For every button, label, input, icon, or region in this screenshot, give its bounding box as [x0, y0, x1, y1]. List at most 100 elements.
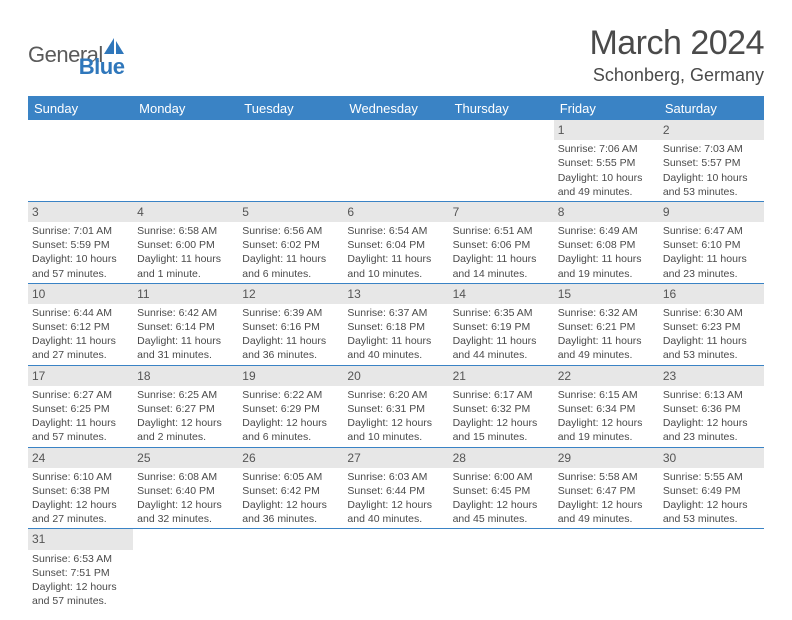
day-line: and 53 minutes. — [663, 185, 760, 199]
day-line: Sunrise: 6:37 AM — [347, 306, 444, 320]
location: Schonberg, Germany — [589, 65, 764, 86]
day-content: 17Sunrise: 6:27 AMSunset: 6:25 PMDayligh… — [28, 366, 133, 447]
day-number: 15 — [554, 284, 659, 304]
day-line: Sunset: 6:47 PM — [558, 484, 655, 498]
day-content: 20Sunrise: 6:20 AMSunset: 6:31 PMDayligh… — [343, 366, 448, 447]
day-content: 12Sunrise: 6:39 AMSunset: 6:16 PMDayligh… — [238, 284, 343, 365]
day-line: Sunrise: 6:15 AM — [558, 388, 655, 402]
day-content: 3Sunrise: 7:01 AMSunset: 5:59 PMDaylight… — [28, 202, 133, 283]
day-line: Daylight: 11 hours — [32, 334, 129, 348]
day-line: and 45 minutes. — [453, 512, 550, 526]
day-number: 6 — [343, 202, 448, 222]
day-line: Daylight: 11 hours — [453, 252, 550, 266]
calendar-row: 24Sunrise: 6:10 AMSunset: 6:38 PMDayligh… — [28, 447, 764, 529]
day-line: Daylight: 10 hours — [663, 171, 760, 185]
weekday-header: Saturday — [659, 96, 764, 120]
day-line: Daylight: 12 hours — [453, 498, 550, 512]
day-line: Sunrise: 6:10 AM — [32, 470, 129, 484]
day-line: Sunrise: 7:06 AM — [558, 142, 655, 156]
day-number: 24 — [28, 448, 133, 468]
day-line: and 44 minutes. — [453, 348, 550, 362]
day-line: and 40 minutes. — [347, 348, 444, 362]
day-line: Sunrise: 6:22 AM — [242, 388, 339, 402]
header: General Blue March 2024 Schonberg, Germa… — [28, 24, 764, 86]
day-line: Sunset: 6:34 PM — [558, 402, 655, 416]
day-content: 7Sunrise: 6:51 AMSunset: 6:06 PMDaylight… — [449, 202, 554, 283]
calendar-cell: 24 Sunrise: 6:10 AMSunset: 6:38 PMDayligh… — [28, 447, 133, 529]
day-line: Daylight: 12 hours — [137, 498, 234, 512]
day-line: and 27 minutes. — [32, 348, 129, 362]
day-number: 30 — [659, 448, 764, 468]
calendar-cell: 29Sunrise: 5:58 AMSunset: 6:47 PMDayligh… — [554, 447, 659, 529]
day-line: Sunrise: 6:27 AM — [32, 388, 129, 402]
day-line: Sunset: 6:40 PM — [137, 484, 234, 498]
day-number: 25 — [133, 448, 238, 468]
calendar-cell: 16Sunrise: 6:30 AMSunset: 6:23 PMDayligh… — [659, 283, 764, 365]
day-line: Sunrise: 6:47 AM — [663, 224, 760, 238]
calendar-cell: 9Sunrise: 6:47 AMSunset: 6:10 PMDaylight… — [659, 201, 764, 283]
day-line: Sunset: 6:27 PM — [137, 402, 234, 416]
day-content: 21Sunrise: 6:17 AMSunset: 6:32 PMDayligh… — [449, 366, 554, 447]
day-line: Daylight: 11 hours — [453, 334, 550, 348]
calendar-cell: 2Sunrise: 7:03 AMSunset: 5:57 PMDaylight… — [659, 120, 764, 201]
day-line: Sunset: 6:21 PM — [558, 320, 655, 334]
day-line: Sunrise: 6:35 AM — [453, 306, 550, 320]
day-line: Sunset: 6:02 PM — [242, 238, 339, 252]
day-content: 31Sunrise: 6:53 AMSunset: 7:51 PMDayligh… — [28, 529, 133, 610]
day-line: Sunrise: 6:08 AM — [137, 470, 234, 484]
calendar-cell: 31Sunrise: 6:53 AMSunset: 7:51 PMDayligh… — [28, 529, 133, 610]
day-number: 22 — [554, 366, 659, 386]
day-line: and 49 minutes. — [558, 185, 655, 199]
day-content: 30Sunrise: 5:55 AMSunset: 6:49 PMDayligh… — [659, 448, 764, 529]
day-content: 28Sunrise: 6:00 AMSunset: 6:45 PMDayligh… — [449, 448, 554, 529]
day-line: Sunset: 6:12 PM — [32, 320, 129, 334]
calendar-cell — [133, 120, 238, 201]
day-line: and 10 minutes. — [347, 430, 444, 444]
day-line: Sunrise: 6:58 AM — [137, 224, 234, 238]
day-content: 14Sunrise: 6:35 AMSunset: 6:19 PMDayligh… — [449, 284, 554, 365]
calendar-cell: 23Sunrise: 6:13 AMSunset: 6:36 PMDayligh… — [659, 365, 764, 447]
day-line: Daylight: 12 hours — [137, 416, 234, 430]
day-number: 1 — [554, 120, 659, 140]
calendar-cell: 11Sunrise: 6:42 AMSunset: 6:14 PMDayligh… — [133, 283, 238, 365]
day-content: 27Sunrise: 6:03 AMSunset: 6:44 PMDayligh… — [343, 448, 448, 529]
calendar-cell: 30Sunrise: 5:55 AMSunset: 6:49 PMDayligh… — [659, 447, 764, 529]
calendar-cell — [238, 529, 343, 610]
calendar-cell: 6Sunrise: 6:54 AMSunset: 6:04 PMDaylight… — [343, 201, 448, 283]
calendar-cell: 22 Sunrise: 6:15 AMSunset: 6:34 PMDayligh… — [554, 365, 659, 447]
day-content: 19Sunrise: 6:22 AMSunset: 6:29 PMDayligh… — [238, 366, 343, 447]
day-number: 5 — [238, 202, 343, 222]
day-line: Sunset: 5:55 PM — [558, 156, 655, 170]
day-line: Sunrise: 6:51 AM — [453, 224, 550, 238]
weekday-header: Wednesday — [343, 96, 448, 120]
day-number: 12 — [238, 284, 343, 304]
day-line: Sunrise: 6:44 AM — [32, 306, 129, 320]
day-line: and 57 minutes. — [32, 267, 129, 281]
day-line: Daylight: 12 hours — [32, 498, 129, 512]
day-line: and 10 minutes. — [347, 267, 444, 281]
calendar-cell — [659, 529, 764, 610]
calendar-cell — [449, 120, 554, 201]
day-line: Daylight: 12 hours — [558, 416, 655, 430]
weekday-header: Thursday — [449, 96, 554, 120]
calendar-cell: 14Sunrise: 6:35 AMSunset: 6:19 PMDayligh… — [449, 283, 554, 365]
day-line: and 57 minutes. — [32, 430, 129, 444]
calendar-cell: 12Sunrise: 6:39 AMSunset: 6:16 PMDayligh… — [238, 283, 343, 365]
day-line: and 27 minutes. — [32, 512, 129, 526]
calendar-row: 1 Sunrise: 7:06 AMSunset: 5:55 PM Daylight… — [28, 120, 764, 201]
day-content: 22 Sunrise: 6:15 AMSunset: 6:34 PMDayligh… — [554, 366, 659, 447]
day-content: 16Sunrise: 6:30 AMSunset: 6:23 PMDayligh… — [659, 284, 764, 365]
day-line: and 23 minutes. — [663, 430, 760, 444]
day-line: Sunset: 6:06 PM — [453, 238, 550, 252]
day-number: 4 — [133, 202, 238, 222]
calendar-cell: 28Sunrise: 6:00 AMSunset: 6:45 PMDayligh… — [449, 447, 554, 529]
day-number: 2 — [659, 120, 764, 140]
logo-text-blue: Blue — [79, 54, 125, 80]
day-line: and 53 minutes. — [663, 348, 760, 362]
day-line: Sunset: 6:18 PM — [347, 320, 444, 334]
day-line: Sunset: 6:49 PM — [663, 484, 760, 498]
day-line: Daylight: 10 hours — [32, 252, 129, 266]
day-line: Sunset: 6:38 PM — [32, 484, 129, 498]
calendar-cell: 18Sunrise: 6:25 AMSunset: 6:27 PMDayligh… — [133, 365, 238, 447]
day-line: and 57 minutes. — [32, 594, 129, 608]
